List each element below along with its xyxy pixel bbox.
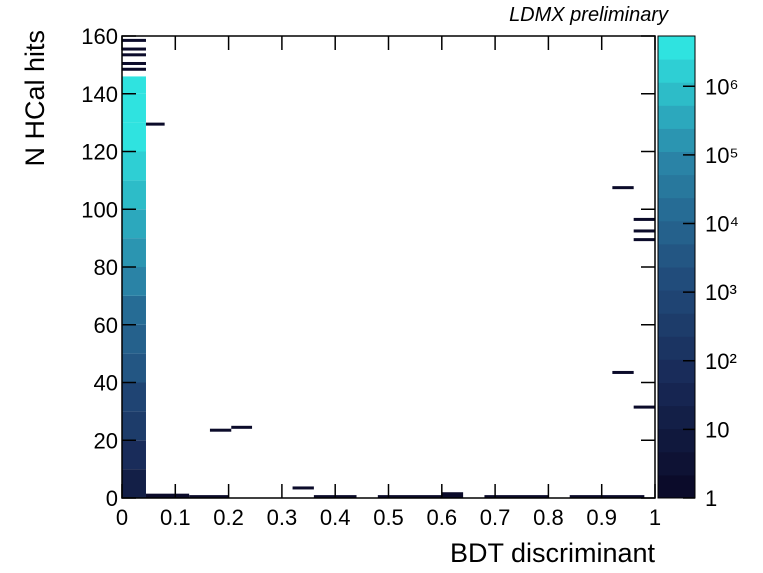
cell <box>633 405 655 409</box>
colorbar-band <box>658 428 695 453</box>
colorbar-band <box>658 82 695 106</box>
z-tick-label: 10 <box>705 417 729 442</box>
cell <box>122 238 146 267</box>
colorbar-band <box>658 267 695 291</box>
cell <box>122 209 146 239</box>
x-tick-label: 0.4 <box>320 505 351 530</box>
cell <box>122 469 146 498</box>
colorbar-band <box>658 36 695 60</box>
colorbar-band <box>658 451 695 476</box>
cell <box>122 411 146 441</box>
y-axis-title: N HCal hits <box>20 30 50 167</box>
cell <box>377 495 442 499</box>
z-tick-label: 10⁶ <box>705 74 739 99</box>
cell <box>484 495 549 499</box>
x-tick-label: 0 <box>116 505 128 530</box>
cell <box>292 486 314 490</box>
y-tick-label: 0 <box>106 486 118 511</box>
cell <box>122 151 146 181</box>
x-tick-label: 0.1 <box>160 505 191 530</box>
colorbar-band <box>658 405 695 430</box>
y-tick-label: 20 <box>94 428 118 453</box>
x-tick-label: 0.9 <box>586 505 617 530</box>
cell <box>231 425 253 429</box>
colorbar-band <box>658 128 695 152</box>
colorbar-band <box>658 151 695 176</box>
x-tick-label: 0.6 <box>427 505 458 530</box>
cell <box>122 61 146 65</box>
x-tick-label: 1 <box>649 505 661 530</box>
cell <box>209 428 232 432</box>
colorbar-band <box>658 313 695 337</box>
cell <box>633 238 655 242</box>
cell <box>122 122 146 152</box>
z-tick-label: 10⁵ <box>705 143 739 168</box>
colorbar-band <box>658 220 695 245</box>
cell <box>633 217 655 221</box>
z-tick-label: 10⁴ <box>705 212 739 237</box>
cell <box>612 186 634 190</box>
colorbar-band <box>658 105 695 129</box>
z-tick-label: 10² <box>705 349 737 374</box>
y-tick-label: 140 <box>81 82 118 107</box>
y-tick-label: 60 <box>94 313 118 338</box>
colorbar-frame <box>657 35 696 499</box>
cell <box>441 492 464 498</box>
colorbar-band <box>658 243 695 268</box>
colorbar-band <box>658 474 695 499</box>
x-tick-label: 0.2 <box>213 505 244 530</box>
cell <box>569 495 645 499</box>
cell <box>145 493 190 498</box>
cell <box>122 53 146 57</box>
x-axis-title: BDT discriminant <box>450 538 656 568</box>
y-tick-label: 120 <box>81 140 118 165</box>
cell <box>122 47 146 51</box>
x-tick-label: 0.5 <box>373 505 404 530</box>
cell <box>122 93 146 123</box>
chart-title: LDMX preliminary <box>509 4 669 26</box>
z-tick-label: 1 <box>705 486 717 511</box>
cell <box>189 495 229 499</box>
cell <box>122 295 146 325</box>
colorbar-band <box>658 290 695 314</box>
colorbar-band <box>658 359 695 383</box>
cell <box>633 229 655 233</box>
colorbar-band <box>658 382 695 407</box>
colorbar-band <box>658 336 695 360</box>
cell <box>122 67 146 71</box>
cell <box>612 370 634 374</box>
cell <box>122 180 146 210</box>
cell <box>122 324 146 354</box>
cell <box>122 382 146 412</box>
z-tick-label: 10³ <box>705 280 737 305</box>
cell <box>122 353 146 383</box>
y-tick-label: 160 <box>81 24 118 49</box>
cell <box>122 440 146 470</box>
colorbar-band <box>658 174 695 199</box>
plot-frame <box>121 35 656 499</box>
cell <box>122 38 146 42</box>
cell <box>122 267 146 296</box>
x-tick-label: 0.7 <box>480 505 511 530</box>
cell <box>145 122 165 126</box>
y-tick-label: 80 <box>94 255 118 280</box>
x-tick-label: 0.3 <box>267 505 298 530</box>
y-tick-label: 40 <box>94 371 118 396</box>
cell <box>122 76 146 94</box>
colorbar-band <box>658 197 695 222</box>
colorbar-band <box>658 59 695 83</box>
y-tick-label: 100 <box>81 197 118 222</box>
x-tick-label: 0.8 <box>533 505 564 530</box>
